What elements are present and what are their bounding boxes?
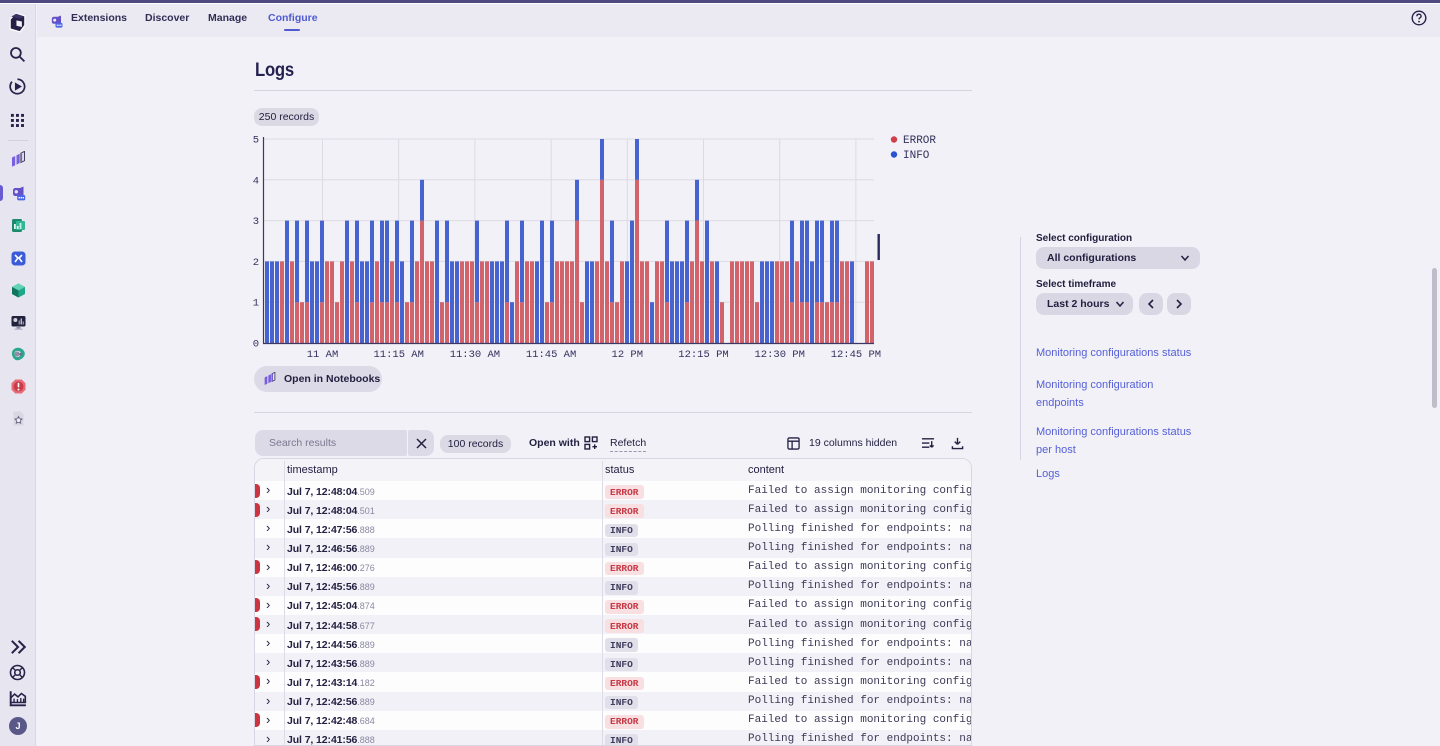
svg-text:1: 1 [253, 298, 259, 310]
svg-text:12 PM: 12 PM [612, 349, 644, 361]
svg-text:4: 4 [253, 175, 259, 187]
svg-text:ERROR: ERROR [903, 135, 936, 147]
svg-text:11:45 AM: 11:45 AM [526, 349, 576, 361]
svg-text:INFO: INFO [903, 150, 930, 162]
svg-text:11:15 AM: 11:15 AM [373, 349, 423, 361]
svg-text:11 AM: 11 AM [307, 349, 339, 361]
svg-text:2: 2 [253, 257, 259, 269]
svg-text:12:30 PM: 12:30 PM [754, 349, 804, 361]
svg-text:11:30 AM: 11:30 AM [450, 349, 500, 361]
svg-text:12:45 PM: 12:45 PM [831, 349, 881, 361]
svg-text:5: 5 [253, 135, 259, 147]
svg-text:3: 3 [253, 216, 259, 228]
svg-text:0: 0 [253, 339, 259, 351]
svg-text:12:15 PM: 12:15 PM [678, 349, 728, 361]
